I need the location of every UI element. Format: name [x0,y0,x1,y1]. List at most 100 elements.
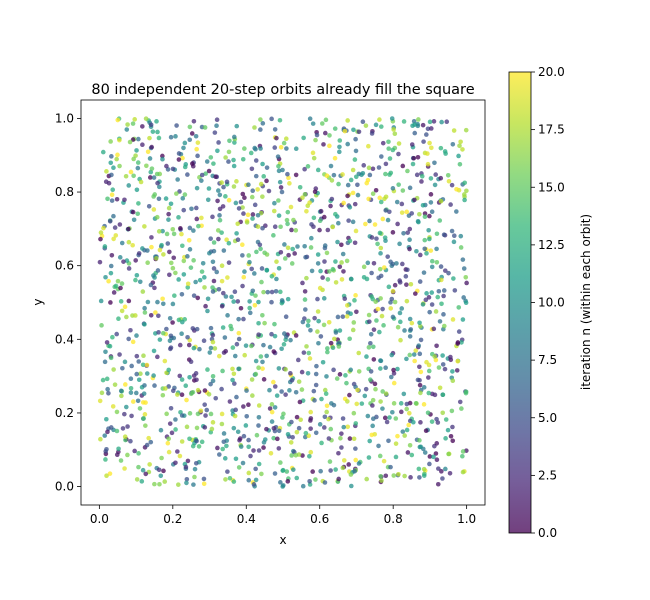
orbit-point [196,444,202,449]
orbit-point [208,236,213,241]
orbit-point [460,257,466,262]
orbit-point [447,470,453,476]
orbit-point [179,439,185,444]
orbit-point [282,331,287,336]
orbit-point [187,411,193,416]
orbit-point [252,202,258,208]
orbit-point [436,466,441,471]
orbit-point [140,124,145,129]
orbit-point [240,253,245,258]
x-axis-label: x [279,533,286,547]
orbit-point [241,316,246,322]
orbit-point [179,392,185,398]
orbit-point [458,245,464,250]
orbit-point [353,421,359,426]
orbit-point [234,179,239,184]
orbit-point [322,480,328,485]
orbit-point [142,310,148,315]
orbit-point [212,130,218,135]
orbit-point [324,403,330,409]
orbit-point [328,426,334,432]
orbit-point [110,334,115,340]
orbit-point [461,192,467,197]
orbit-point [109,252,115,258]
orbit-point [210,332,216,338]
orbit-point [296,425,302,431]
orbit-point [260,312,265,318]
orbit-point [315,252,321,257]
orbit-point [337,144,342,150]
orbit-point [229,326,234,332]
orbit-point [111,290,117,295]
orbit-point [181,258,187,264]
orbit-point [134,333,139,338]
orbit-point [191,228,196,233]
orbit-point [216,140,221,145]
orbit-point [361,264,367,270]
orbit-point [249,343,254,349]
orbit-point [306,350,312,356]
orbit-point [395,221,400,227]
orbit-point [413,291,418,296]
orbit-point [256,414,262,420]
x-tick-label: 0.4 [237,512,256,526]
orbit-point [238,305,244,311]
orbit-point [306,318,311,324]
orbit-point [132,117,137,122]
orbit-point [431,454,436,460]
orbit-point [144,362,150,368]
orbit-point [336,450,341,456]
orbit-point [299,387,305,392]
orbit-point [100,149,106,155]
orbit-point [281,411,286,417]
orbit-point [151,175,157,180]
orbit-point [393,441,399,446]
orbit-point [421,139,426,144]
orbit-point [217,192,223,198]
orbit-point [352,468,357,474]
orbit-point [415,219,421,224]
orbit-point [125,122,130,127]
orbit-point [413,400,419,406]
orbit-point [281,342,287,347]
orbit-point [142,383,147,388]
orbit-point [253,358,259,364]
orbit-point [276,168,282,174]
colorbar-tick-label: 20.0 [538,65,565,79]
orbit-point [154,119,159,124]
orbit-point [279,389,284,394]
orbit-point [188,391,194,397]
orbit-point [397,310,403,316]
orbit-point [191,119,197,124]
orbit-point [449,408,455,414]
orbit-point [289,419,294,425]
orbit-point [355,182,360,188]
orbit-point [371,260,377,266]
orbit-point [373,187,379,193]
orbit-point [164,411,169,417]
orbit-point [277,179,283,185]
orbit-point [220,446,225,452]
orbit-point [407,442,413,448]
orbit-point [336,220,341,226]
orbit-point [104,416,109,422]
orbit-point [429,264,435,270]
orbit-point [441,312,446,317]
orbit-point [184,480,189,486]
orbit-point [425,126,431,132]
orbit-point [366,455,372,460]
orbit-point [389,296,395,302]
orbit-point [372,381,378,387]
orbit-point [110,187,116,192]
orbit-point [122,304,128,310]
orbit-point [237,436,243,441]
orbit-point [381,265,387,270]
orbit-point [102,359,108,365]
orbit-point [283,392,288,397]
orbit-point [142,412,148,417]
orbit-point [211,266,217,271]
orbit-point [418,390,423,396]
x-tick-label: 0.0 [90,512,109,526]
orbit-point [213,174,218,179]
orbit-point [272,224,278,229]
